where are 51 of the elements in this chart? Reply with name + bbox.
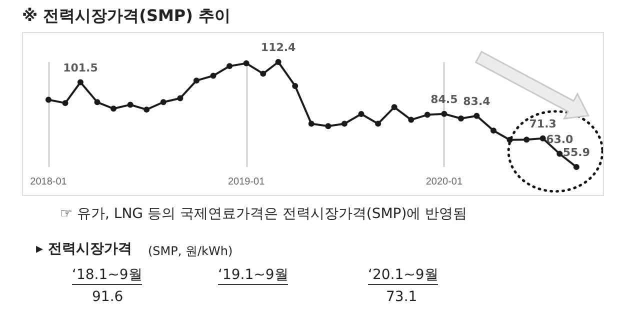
point — [424, 112, 430, 118]
point — [325, 123, 332, 130]
point — [45, 96, 52, 103]
point — [292, 82, 298, 89]
point — [260, 70, 266, 77]
data-label: 71.3 — [529, 117, 556, 130]
point — [62, 100, 68, 106]
chart-title: ※ 전력시장가격(SMP) 추이 — [22, 6, 230, 27]
data-label: 63.0 — [546, 132, 574, 146]
point — [308, 120, 314, 127]
point — [556, 150, 563, 157]
text: ▸ 전력시장가격 — [36, 240, 132, 258]
point — [341, 120, 348, 127]
point — [573, 164, 580, 170]
text: ☞ 유가, LNG 등의 국제연료가격은 전력시장가격(SMP)에 반영됨 — [60, 205, 468, 223]
point — [226, 63, 233, 70]
point — [375, 120, 382, 127]
point — [490, 128, 497, 134]
point — [243, 60, 250, 66]
data-label: 55.9 — [562, 146, 590, 159]
text: 91.6 — [92, 289, 124, 305]
point — [358, 111, 364, 118]
data-label: 112.4 — [260, 41, 296, 54]
data-label: 84.5 — [430, 92, 458, 106]
data-label: 83.4 — [463, 94, 491, 108]
point — [540, 135, 546, 142]
point — [77, 79, 84, 86]
point — [210, 72, 216, 79]
point — [408, 116, 414, 123]
point — [441, 110, 448, 117]
data-label: 101.5 — [63, 61, 98, 74]
point — [458, 115, 464, 122]
point — [524, 136, 530, 143]
text: ‘18.1~9월 — [72, 266, 142, 285]
point — [275, 59, 282, 65]
point — [160, 99, 166, 106]
point — [177, 95, 184, 102]
text: ‘19.1~9월 — [218, 266, 288, 285]
text: 73.1 — [386, 289, 418, 305]
text: ‘20.1~9월 — [368, 266, 438, 285]
point — [391, 104, 398, 110]
point — [474, 112, 480, 119]
point — [144, 106, 150, 113]
text: (SMP, 원/kWh) — [148, 243, 233, 260]
point — [94, 99, 100, 106]
point — [193, 78, 200, 84]
point — [127, 102, 134, 108]
x-tick-label: 2018-01 — [30, 176, 68, 188]
point — [110, 106, 117, 112]
x-tick-label: 2020-01 — [426, 176, 463, 188]
x-tick-label: 2019-01 — [228, 176, 266, 188]
